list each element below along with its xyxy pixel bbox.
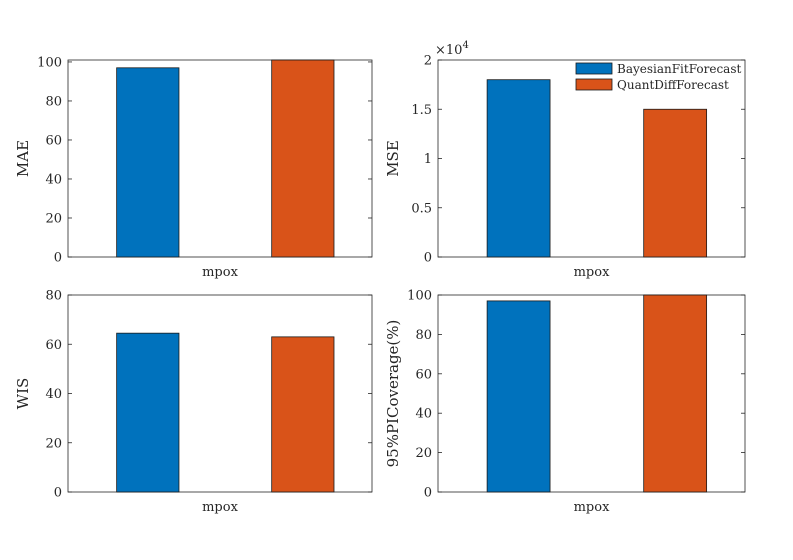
ytick-label: 0 <box>54 251 62 266</box>
chart-panel-4: 0 20 40 60 80 100 mpox 95%PICoverage(%) <box>384 289 746 515</box>
chart-panel-1: 0 20 40 60 80 100 mpox MAE <box>14 55 373 280</box>
ytick-label: 0 <box>424 486 432 501</box>
ytick-label: 60 <box>45 133 62 148</box>
ytick-label: 1 <box>424 152 432 167</box>
legend-swatch <box>575 62 613 75</box>
xtick-label: mpox <box>574 265 610 280</box>
xtick-label: mpox <box>574 500 610 515</box>
bar-quantdiffforecast <box>643 294 708 493</box>
ytick-label: 0.5 <box>411 201 432 216</box>
ytick-label: 20 <box>45 211 62 226</box>
ytick-label: 40 <box>415 407 432 422</box>
y-exponent-power: 4 <box>462 40 468 51</box>
ytick-label: 80 <box>45 94 62 109</box>
xtick-label: mpox <box>202 265 238 280</box>
ytick-label: 1.5 <box>411 103 432 118</box>
legend-label: QuantDiffForecast <box>617 78 729 92</box>
ytick-label: 0 <box>424 251 432 266</box>
ytick-label: 2 <box>424 54 432 69</box>
bar-quantdiffforecast <box>271 59 335 258</box>
ylabel: 95%PICoverage(%) <box>384 320 402 468</box>
bar-bayesianfitforecast <box>486 300 551 493</box>
bar-bayesianfitforecast <box>116 67 180 258</box>
legend-swatch <box>575 78 613 91</box>
legend-label: BayesianFitForecast <box>617 62 741 76</box>
ytick-label: 40 <box>45 387 62 402</box>
bar-quantdiffforecast <box>271 336 335 493</box>
ylabel: WIS <box>14 378 32 410</box>
ytick-label: 100 <box>407 289 432 304</box>
ytick-label: 40 <box>45 172 62 187</box>
bar-quantdiffforecast <box>643 108 708 258</box>
y-exponent-label: ×104 <box>435 40 469 58</box>
ytick-label: 60 <box>415 367 432 382</box>
ylabel: MAE <box>14 140 32 177</box>
bar-bayesianfitforecast <box>486 79 551 258</box>
chart-panel-2: 0 0.5 1 1.5 2 mpox MSE ×104 BayesianFitForecast Q… <box>384 40 746 280</box>
xtick-label: mpox <box>202 500 238 515</box>
ytick-label: 20 <box>415 446 432 461</box>
legend: BayesianFitForecast QuantDiffForecast <box>575 62 741 92</box>
bar-bayesianfitforecast <box>116 332 180 493</box>
chart-panel-3: 0 20 40 60 80 mpox WIS <box>14 289 373 515</box>
ytick-label: 20 <box>45 436 62 451</box>
ytick-label: 0 <box>54 486 62 501</box>
ylabel: MSE <box>384 140 402 177</box>
ytick-label: 80 <box>415 328 432 343</box>
ytick-label: 100 <box>37 55 62 70</box>
ytick-label: 60 <box>45 338 62 353</box>
chart-panels: 020406080100mpoxMAE00.511.52mpoxMSE×104B… <box>14 40 746 515</box>
ytick-label: 80 <box>45 289 62 304</box>
